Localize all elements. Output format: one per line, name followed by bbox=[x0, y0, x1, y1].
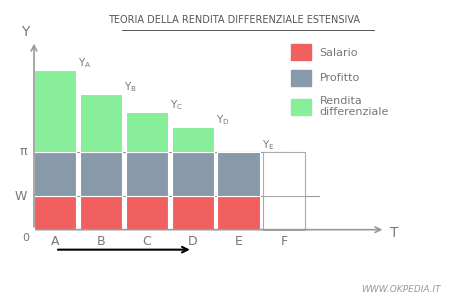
Text: C: C bbox=[143, 235, 151, 248]
Text: E: E bbox=[234, 235, 243, 248]
Text: Y: Y bbox=[21, 25, 29, 39]
Text: 0: 0 bbox=[22, 233, 29, 243]
Text: WWW.OKPEDIA.IT: WWW.OKPEDIA.IT bbox=[361, 285, 441, 294]
Bar bbox=[171, 196, 214, 230]
Bar bbox=[34, 196, 76, 230]
Text: π: π bbox=[20, 146, 27, 158]
Text: F: F bbox=[281, 235, 288, 248]
Bar bbox=[126, 196, 168, 230]
FancyBboxPatch shape bbox=[263, 196, 306, 230]
Bar bbox=[126, 112, 168, 152]
Bar bbox=[217, 152, 260, 196]
Text: B: B bbox=[97, 235, 105, 248]
Bar bbox=[80, 196, 122, 230]
Text: Y$_\mathrm{E}$: Y$_\mathrm{E}$ bbox=[262, 138, 274, 152]
Bar bbox=[171, 152, 214, 196]
Text: A: A bbox=[51, 235, 59, 248]
Bar bbox=[80, 152, 122, 196]
Bar bbox=[80, 94, 122, 152]
Text: Y$_\mathrm{A}$: Y$_\mathrm{A}$ bbox=[78, 56, 92, 70]
Bar bbox=[126, 152, 168, 196]
Text: W: W bbox=[15, 190, 27, 203]
Text: T: T bbox=[390, 226, 398, 240]
Text: Y$_\mathrm{D}$: Y$_\mathrm{D}$ bbox=[216, 114, 230, 128]
Bar bbox=[34, 152, 76, 196]
Bar bbox=[34, 70, 76, 152]
Legend: Salario, Profitto, Rendita
differenziale: Salario, Profitto, Rendita differenziale bbox=[286, 40, 393, 122]
Bar bbox=[171, 128, 214, 152]
Text: Y$_\mathrm{C}$: Y$_\mathrm{C}$ bbox=[170, 98, 183, 112]
Title: TEORIA DELLA RENDITA DIFFERENZIALE ESTENSIVA: TEORIA DELLA RENDITA DIFFERENZIALE ESTEN… bbox=[108, 15, 360, 25]
Bar bbox=[217, 196, 260, 230]
FancyBboxPatch shape bbox=[263, 152, 306, 196]
Text: D: D bbox=[188, 235, 198, 248]
Text: Y$_\mathrm{B}$: Y$_\mathrm{B}$ bbox=[124, 80, 137, 94]
